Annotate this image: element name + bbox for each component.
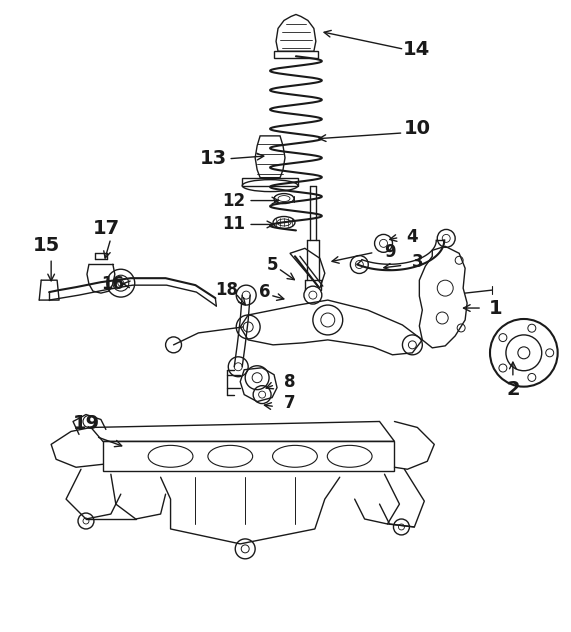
Text: 15: 15 <box>33 236 60 255</box>
Text: 9: 9 <box>384 243 395 261</box>
Text: 14: 14 <box>403 40 430 59</box>
Text: 16: 16 <box>101 275 124 293</box>
Text: 2: 2 <box>506 380 520 399</box>
Text: 8: 8 <box>284 373 296 391</box>
Text: 12: 12 <box>222 191 245 210</box>
Text: 1: 1 <box>489 298 503 317</box>
Text: 11: 11 <box>222 216 245 233</box>
Text: 10: 10 <box>404 119 431 138</box>
Text: 19: 19 <box>73 414 99 433</box>
Text: 5: 5 <box>266 256 278 274</box>
Text: 4: 4 <box>407 228 418 246</box>
Text: 17: 17 <box>93 219 119 238</box>
Text: 7: 7 <box>284 394 296 411</box>
Text: 18: 18 <box>215 281 238 299</box>
Text: 3: 3 <box>412 253 423 271</box>
Text: 13: 13 <box>200 149 227 168</box>
Text: 6: 6 <box>259 283 271 301</box>
